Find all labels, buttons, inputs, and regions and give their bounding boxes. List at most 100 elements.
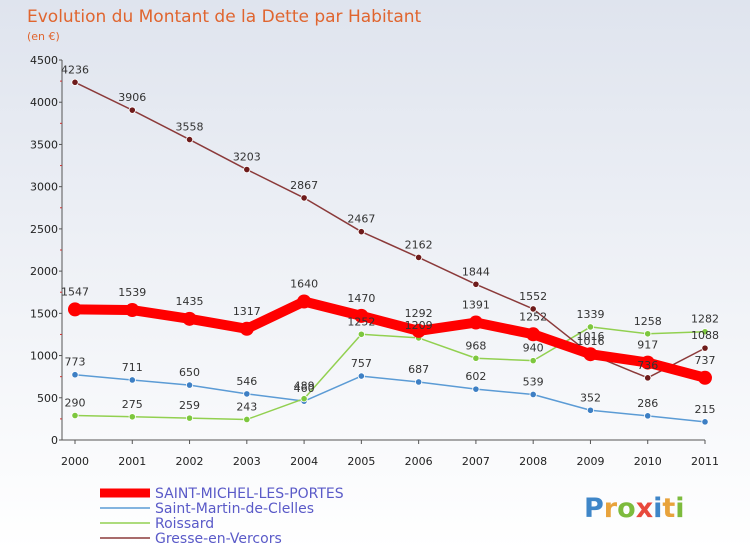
data-label-gresse: 1844 — [462, 265, 490, 278]
x-tick-label: 2009 — [576, 455, 604, 468]
data-point-saint-martin — [701, 418, 709, 426]
y-tick-label: 1000 — [30, 350, 58, 363]
y-tick-label: 4000 — [30, 96, 58, 109]
data-point-gresse — [415, 253, 423, 262]
legend-item-saint-martin: Saint-Martin-de-Clelles — [155, 501, 314, 517]
data-point-saint-michel — [640, 355, 655, 370]
data-label-roissard: 940 — [523, 342, 544, 355]
x-tick-label: 2007 — [462, 455, 490, 468]
legend-item-saint-michel: SAINT-MICHEL-LES-PORTES — [155, 486, 344, 502]
data-point-roissard — [243, 415, 251, 424]
data-point-roissard — [128, 413, 136, 421]
proxiti-logo-text: Proxiti — [584, 493, 685, 524]
data-point-roissard — [472, 354, 480, 362]
data-label-saint-martin: 352 — [580, 391, 601, 404]
data-label-saint-michel: 1435 — [176, 295, 204, 308]
data-point-roissard — [357, 330, 365, 338]
data-label-roissard: 1252 — [347, 315, 375, 328]
logo-letter: o — [617, 493, 636, 524]
data-label-roissard: 1339 — [576, 308, 604, 321]
x-tick-label: 2011 — [691, 455, 719, 468]
data-label-gresse: 1088 — [691, 329, 719, 342]
data-point-saint-martin — [472, 385, 480, 393]
data-label-saint-martin: 757 — [351, 357, 372, 370]
data-label-gresse: 3558 — [176, 121, 204, 134]
data-point-gresse — [357, 228, 365, 236]
data-label-saint-michel: 1547 — [61, 285, 89, 298]
data-label-saint-michel: 1470 — [347, 292, 375, 305]
data-label-saint-michel: 1640 — [290, 278, 318, 291]
data-label-saint-michel: 1391 — [462, 299, 490, 312]
data-point-saint-michel — [468, 315, 483, 330]
x-tick-label: 2010 — [634, 455, 662, 468]
data-label-gresse: 736 — [637, 359, 658, 372]
data-point-gresse — [300, 194, 308, 202]
data-point-saint-martin — [586, 406, 595, 414]
data-point-saint-martin — [71, 371, 79, 379]
x-tick-label: 2008 — [519, 455, 547, 468]
data-point-gresse — [529, 305, 537, 313]
chart-subtitle: (en €) — [27, 30, 60, 43]
x-tick-label: 2005 — [347, 455, 375, 468]
series-line-roissard — [74, 326, 706, 421]
data-point-roissard — [644, 330, 652, 338]
y-tick-label: 4500 — [30, 54, 58, 67]
data-label-roissard: 1258 — [634, 315, 662, 328]
y-tick-label: 2000 — [30, 265, 58, 278]
x-tick-label: 2004 — [290, 455, 318, 468]
data-point-saint-michel — [297, 294, 312, 309]
y-tick-label: 2500 — [30, 223, 58, 236]
data-point-gresse — [701, 344, 709, 352]
data-label-gresse: 2467 — [347, 213, 375, 226]
data-label-saint-michel: 737 — [695, 354, 716, 367]
data-point-gresse — [71, 78, 79, 86]
data-point-roissard — [300, 395, 308, 403]
x-tick-label: 2006 — [405, 455, 433, 468]
data-point-saint-michel — [125, 303, 140, 318]
data-point-gresse — [472, 280, 480, 288]
data-point-saint-michel — [411, 323, 426, 338]
x-tick-label: 2000 — [61, 455, 89, 468]
data-point-roissard — [701, 328, 709, 336]
data-point-saint-martin — [529, 390, 537, 399]
data-point-saint-martin — [243, 390, 251, 398]
series-line-saint-michel — [70, 296, 710, 383]
data-label-roissard: 243 — [236, 400, 257, 413]
data-point-roissard — [529, 357, 537, 365]
data-label-roissard: 489 — [294, 380, 315, 393]
data-label-roissard: 290 — [65, 397, 86, 410]
data-label-saint-michel: 1539 — [118, 286, 146, 299]
data-label-saint-michel: 1292 — [405, 307, 433, 320]
data-label-saint-martin: 650 — [179, 366, 200, 379]
logo-letter: t — [662, 493, 675, 524]
data-label-saint-michel: 1016 — [576, 330, 604, 343]
data-label-saint-martin: 687 — [408, 363, 429, 376]
x-tick-label: 2002 — [176, 455, 204, 468]
data-label-roissard: 275 — [122, 398, 143, 411]
data-label-gresse: 3906 — [118, 91, 146, 104]
data-point-saint-martin — [357, 372, 365, 380]
chart-title: Evolution du Montant de la Dette par Hab… — [27, 7, 422, 27]
data-point-saint-michel — [526, 327, 541, 342]
data-point-gresse — [243, 165, 251, 174]
logo-letter: r — [604, 493, 618, 524]
x-tick-label: 2001 — [118, 455, 146, 468]
data-label-saint-martin: 460 — [294, 382, 315, 395]
proxiti-logo: Proxiti — [584, 493, 685, 524]
data-label-saint-martin: 773 — [65, 356, 86, 369]
data-label-saint-michel: 1252 — [519, 310, 547, 323]
logo-letter: i — [675, 493, 684, 524]
data-point-saint-martin — [415, 378, 423, 386]
data-point-roissard — [586, 323, 595, 331]
legend-item-gresse: Gresse-en-Vercors — [155, 531, 282, 547]
data-label-roissard: 968 — [465, 339, 486, 352]
data-point-saint-michel — [698, 370, 712, 385]
x-tick-label: 2003 — [233, 455, 261, 468]
data-label-gresse: 2867 — [290, 179, 318, 192]
data-point-saint-michel — [354, 308, 369, 323]
y-tick-label: 3000 — [30, 181, 58, 194]
data-point-roissard — [71, 411, 79, 420]
logo-letter: i — [653, 493, 662, 524]
